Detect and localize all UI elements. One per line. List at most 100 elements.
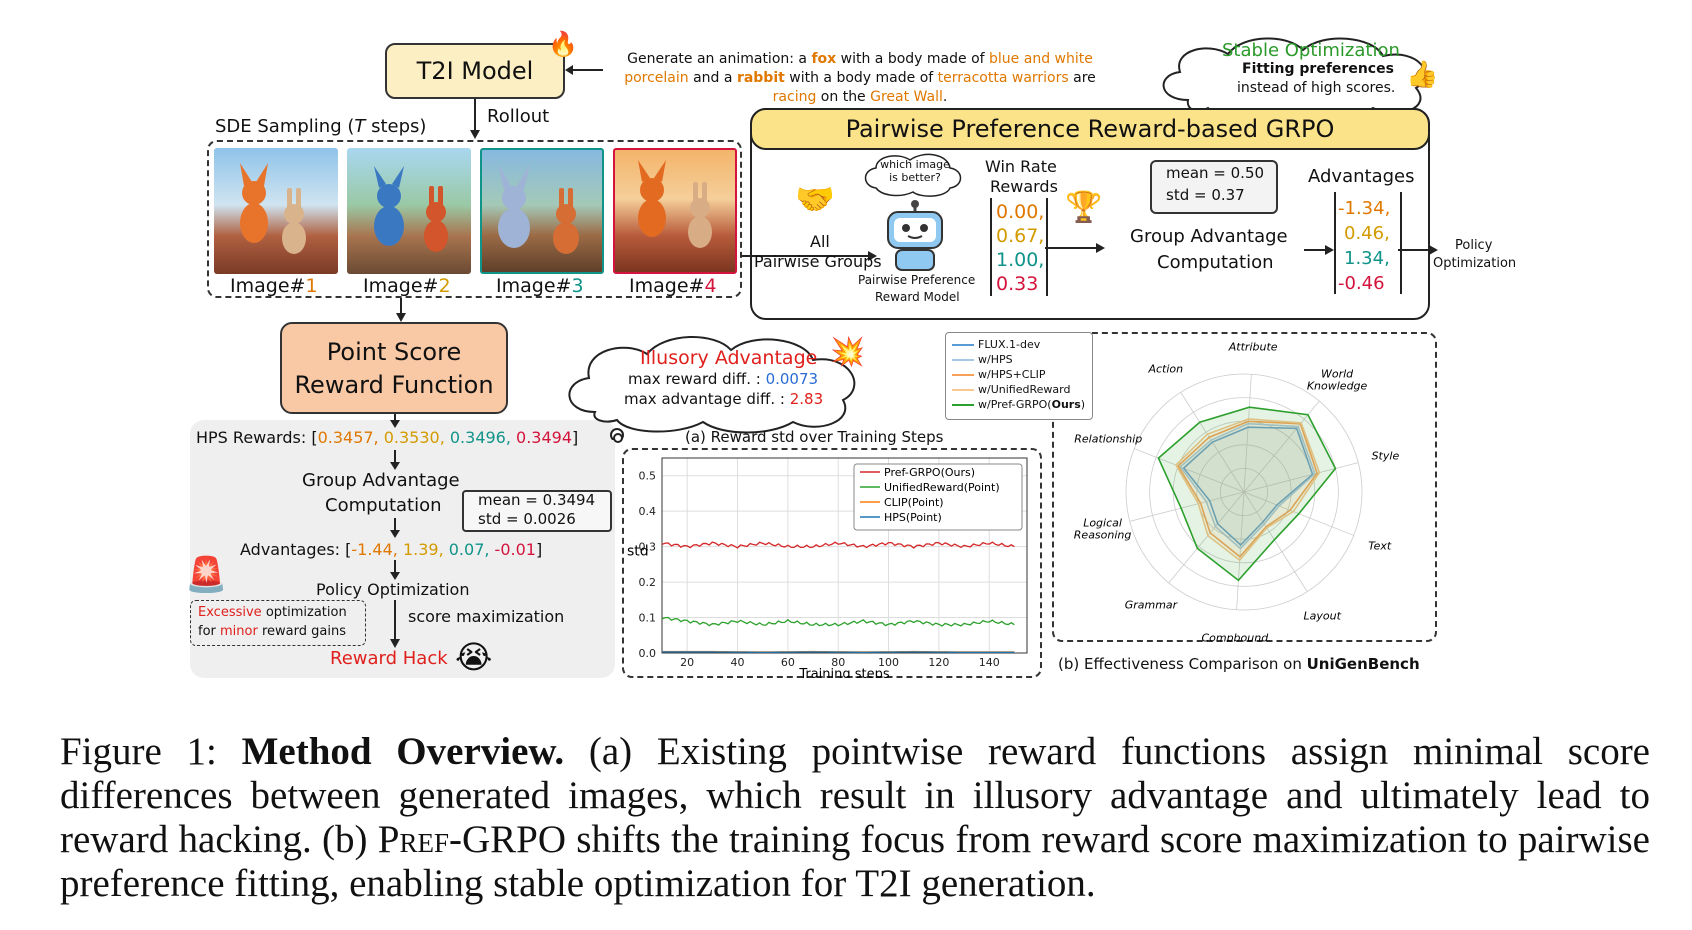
x-tick-label: 20 — [680, 656, 694, 669]
thumbs-up-icon: 👍 — [1406, 60, 1439, 90]
legend-b-item: w/UnifiedReward — [952, 382, 1086, 397]
radar-spoke — [1243, 462, 1359, 493]
figure: T2I Model 🔥 Generate an animation: a fox… — [185, 30, 1517, 678]
bubble-text: which image is better? — [880, 158, 950, 184]
radar-axis-label: Compbound — [1201, 632, 1269, 642]
chart-a-caption: (a) Reward std over Training Steps — [685, 428, 944, 446]
radar-axis-label: Action — [1147, 363, 1183, 376]
radar-axis-label: Text — [1368, 540, 1392, 553]
chart-a: 0.0 0.1 0.2 0.3 0.4 0.5 20 40 60 80 100 120 140 Train… — [627, 457, 1028, 678]
pref-all: All — [810, 232, 830, 251]
stable-line1: Fitting preferences — [1242, 61, 1394, 77]
point-comp: Computation — [325, 495, 442, 516]
reward-values: 0.00, 0.67, 1.00, 0.33 — [996, 201, 1045, 295]
x-tick-label: 140 — [979, 656, 1000, 669]
image-caption-1: Image#1 — [230, 275, 318, 297]
pref-pairwise-groups: Pairwise Groups — [754, 252, 882, 271]
radar-axis-label: Relationship — [1074, 432, 1142, 445]
radar-spoke — [1243, 374, 1252, 493]
pref-stats-box — [1150, 160, 1278, 214]
robot-icon — [887, 200, 943, 271]
illusory-line1: max reward diff. : 0.0073 — [628, 370, 819, 388]
fire-icon: 🔥 — [548, 30, 578, 58]
point-mean: mean = 0.3494 — [478, 491, 596, 509]
y-axis-label: std — [627, 544, 649, 560]
images-to-pref-arrow — [742, 251, 877, 261]
radar-spoke — [1243, 400, 1320, 493]
figure-caption: Figure 1: Method Overview. (a) Existing … — [60, 730, 1650, 905]
image-1 — [214, 148, 338, 274]
legend-b-item: w/HPS+CLIP — [952, 367, 1086, 382]
siren-icon: 🚨 — [185, 555, 228, 595]
rollout-arrow — [470, 99, 480, 139]
point-std: std = 0.0026 — [478, 510, 576, 528]
x-tick-label: 120 — [928, 656, 949, 669]
podium-icon: 🏆 — [1065, 190, 1103, 225]
series-line — [661, 616, 1015, 627]
radar-spoke — [1236, 491, 1245, 610]
illusory-title: Illusory Advantage — [640, 347, 818, 369]
y-tick-label: 0.5 — [639, 470, 657, 483]
radar-axis-label: Attribute — [1228, 340, 1278, 353]
x-tick-label: 40 — [731, 656, 745, 669]
pref-model2: Reward Model — [875, 290, 960, 304]
rewards-label: Rewards — [990, 177, 1058, 196]
radar-axis-label: World — [1321, 368, 1354, 381]
legend-label: CLIP(Point) — [884, 496, 944, 509]
image-animals — [240, 160, 712, 254]
excessive-text: Excessive optimization for minor reward … — [198, 605, 347, 639]
image-3 — [480, 148, 604, 274]
legend-label: Pref-GRPO(Ours) — [884, 466, 975, 479]
radar-spoke — [1134, 448, 1245, 493]
radar-axis-label: Reasoning — [1074, 528, 1132, 541]
rollout-label: Rollout — [487, 106, 550, 127]
illusory-line2: max advantage diff. : 2.83 — [624, 390, 824, 408]
y-tick-label: 0.4 — [639, 505, 657, 518]
score-max: score maximization — [408, 607, 565, 626]
legend-label: UnifiedReward(Point) — [884, 481, 1000, 494]
point-group: Group Advantage — [302, 470, 460, 491]
stable-title: Stable Optimization — [1222, 40, 1400, 61]
image-2 — [347, 148, 471, 274]
hps-rewards: HPS Rewards: [0.3457, 0.3530, 0.3496, 0.… — [196, 428, 579, 447]
pref-opt: Optimization — [1433, 256, 1517, 271]
radar-axis-label: Style — [1372, 450, 1400, 463]
pref-mean: mean = 0.50 — [1166, 164, 1265, 182]
legend-label: HPS(Point) — [884, 511, 942, 524]
radar-ring — [1149, 397, 1339, 587]
radar-axis-label: Grammar — [1125, 598, 1179, 611]
y-tick-label: 0.0 — [639, 647, 657, 660]
handshake-icon: 🤝 — [795, 180, 835, 218]
point-stats-box — [462, 490, 612, 532]
radar-axis-label: Logical — [1083, 516, 1122, 529]
adv-label: Advantages — [1308, 166, 1415, 187]
t2i-title: T2I Model — [416, 57, 534, 85]
explosion-icon: 💥 — [830, 335, 865, 368]
radar-series — [1157, 406, 1337, 582]
y-tick-label: 0.3 — [639, 541, 657, 554]
images-to-point-arrow — [396, 298, 406, 322]
stable-line2: instead of high scores. — [1237, 80, 1396, 96]
cloud-trail-left — [613, 433, 623, 443]
plot-area — [661, 457, 1028, 654]
series-line — [661, 541, 1015, 549]
adv-bracket — [1334, 192, 1402, 294]
legend-b-item: w/Pref-GRPO(Ours) — [952, 397, 1086, 412]
image-caption-3: Image#3 — [496, 275, 584, 297]
y-tick-label: 0.2 — [639, 576, 657, 589]
excessive-box — [190, 600, 366, 646]
hps-to-group-arrow — [390, 450, 400, 470]
radar-series — [1177, 420, 1319, 558]
point-to-hps-arrow — [390, 414, 400, 428]
prompt-arrow — [565, 65, 603, 75]
point-policy: Policy Optimization — [316, 580, 470, 599]
chart-a-frame — [622, 448, 1042, 678]
t2i-model-box: T2I Model — [385, 43, 565, 99]
pref-grpo-title: Pairwise Preference Reward-based GRPO — [750, 108, 1430, 150]
bubble-cloud — [864, 153, 962, 197]
policy-to-hack-arrow — [390, 600, 400, 648]
reward-hack: Reward Hack — [330, 648, 448, 669]
radar-ring — [1219, 467, 1268, 516]
radar-series — [1174, 418, 1321, 562]
